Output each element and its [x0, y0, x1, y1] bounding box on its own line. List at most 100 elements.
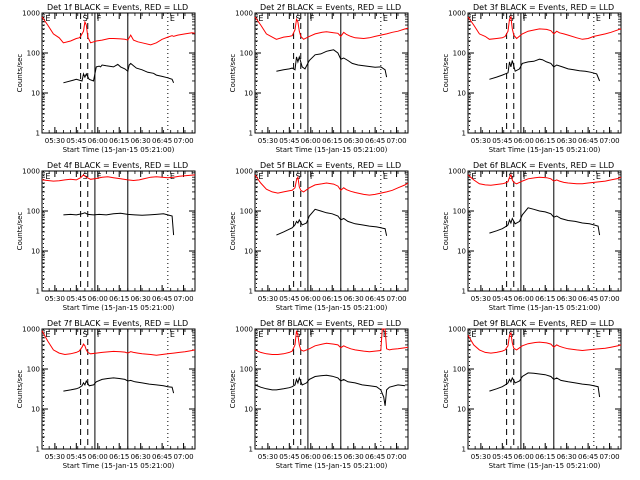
x-tick-label: 06:45 — [152, 295, 172, 303]
marker-label: E — [471, 172, 476, 181]
plot-frame — [254, 328, 409, 450]
series-line-lld — [467, 15, 622, 40]
chart-panel-9: Det 9f BLACK = Events, RED = LLD 1 10 100 10… — [442, 319, 622, 470]
x-tick-label: 06:30 — [131, 137, 151, 145]
y-tick-label: 1000 — [22, 10, 40, 18]
chart-title: Det 2f BLACK = Events, RED = LLD — [260, 3, 401, 12]
series-line-lld — [41, 174, 196, 182]
x-tick-label: 05:30 — [45, 137, 65, 145]
y-tick-label: 10 — [244, 406, 253, 414]
chart-panel-4: Det 4f BLACK = Events, RED = LLD 1 10 100 10… — [16, 161, 196, 312]
marker-label: E — [596, 330, 601, 339]
x-tick-label: 06:00 — [88, 453, 108, 461]
y-tick-label: 10 — [31, 248, 40, 256]
x-tick-label: 06:00 — [514, 137, 534, 145]
x-tick-label: 05:45 — [279, 453, 299, 461]
y-axis-label: Counts/sec — [16, 212, 24, 251]
chart-panel-6: Det 6f BLACK = Events, RED = LLD 1 10 100 10… — [442, 161, 622, 312]
series-line-lld — [467, 331, 622, 354]
y-tick-label: 100 — [240, 208, 253, 216]
plot-frame — [254, 170, 409, 292]
x-tick-label: 07:00 — [599, 453, 619, 461]
y-axis-label: Counts/sec — [442, 212, 450, 251]
x-tick-label: 05:30 — [45, 453, 65, 461]
x-axis-label: Start Time (15-Jan-15 05:21:00) — [276, 304, 388, 312]
series-line-events — [276, 49, 388, 78]
x-axis-label: Start Time (15-Jan-15 05:21:00) — [63, 146, 175, 154]
x-tick-label: 05:30 — [45, 295, 65, 303]
marker-label: F — [523, 330, 528, 339]
marker-label: S — [296, 14, 301, 23]
y-tick-label: 100 — [27, 366, 40, 374]
marker-label: E — [596, 172, 601, 181]
chart-title: Det 7f BLACK = Events, RED = LLD — [47, 319, 188, 328]
x-tick-label: 05:45 — [492, 453, 512, 461]
chart-panel-2: Det 2f BLACK = Events, RED = LLD 1 10 100 10… — [229, 3, 409, 154]
series-line-events — [489, 207, 601, 236]
series-line-lld — [254, 16, 409, 40]
y-tick-label: 10 — [244, 248, 253, 256]
x-tick-label: 06:30 — [344, 295, 364, 303]
x-tick-label: 07:00 — [599, 295, 619, 303]
y-tick-label: 1 — [462, 446, 466, 454]
x-tick-label: 05:45 — [66, 137, 86, 145]
marker-label: F — [97, 14, 102, 23]
x-tick-label: 06:30 — [557, 295, 577, 303]
y-tick-label: 100 — [453, 50, 466, 58]
y-tick-label: 10 — [244, 90, 253, 98]
plot-frame — [467, 328, 622, 450]
x-tick-label: 06:30 — [344, 137, 364, 145]
x-tick-label: 05:30 — [471, 137, 491, 145]
y-tick-label: 10 — [457, 406, 466, 414]
marker-label: E — [170, 14, 175, 23]
series-line-lld — [41, 16, 196, 46]
y-tick-label: 100 — [453, 366, 466, 374]
x-tick-label: 05:45 — [279, 137, 299, 145]
plot-frame — [41, 328, 196, 450]
x-tick-label: 06:15 — [322, 295, 342, 303]
y-axis-label: Counts/sec — [229, 370, 237, 409]
marker-label: E — [596, 14, 601, 23]
y-tick-label: 1 — [36, 446, 40, 454]
x-axis-label: Start Time (15-Jan-15 05:21:00) — [63, 304, 175, 312]
y-tick-label: 1000 — [22, 168, 40, 176]
x-tick-label: 06:00 — [88, 295, 108, 303]
y-tick-label: 1 — [462, 130, 466, 138]
x-axis-label: Start Time (15-Jan-15 05:21:00) — [63, 462, 175, 470]
x-tick-label: 06:45 — [365, 295, 385, 303]
plot-frame — [467, 12, 622, 134]
series-line-events — [276, 208, 388, 236]
x-tick-label: 05:45 — [279, 295, 299, 303]
chart-title: Det 4f BLACK = Events, RED = LLD — [47, 161, 188, 170]
x-tick-label: 07:00 — [173, 137, 193, 145]
x-tick-label: 07:00 — [599, 137, 619, 145]
marker-label: E — [383, 172, 388, 181]
x-tick-label: 06:45 — [152, 137, 172, 145]
y-tick-label: 1 — [249, 288, 253, 296]
y-tick-label: 1000 — [448, 10, 466, 18]
x-axis-label: Start Time (15-Jan-15 05:21:00) — [276, 462, 388, 470]
marker-label: E — [471, 330, 476, 339]
x-tick-label: 06:00 — [514, 295, 534, 303]
chart-title: Det 5f BLACK = Events, RED = LLD — [260, 161, 401, 170]
x-tick-label: 06:00 — [514, 453, 534, 461]
marker-label: E — [258, 14, 263, 23]
chart-title: Det 1f BLACK = Events, RED = LLD — [47, 3, 188, 12]
x-tick-label: 07:00 — [386, 295, 406, 303]
x-axis-label: Start Time (15-Jan-15 05:21:00) — [276, 146, 388, 154]
chart-panel-7: Det 7f BLACK = Events, RED = LLD 1 10 100 10… — [16, 319, 196, 470]
plot-frame — [254, 12, 409, 134]
y-tick-label: 1 — [249, 130, 253, 138]
chart-title: Det 9f BLACK = Events, RED = LLD — [473, 319, 614, 328]
x-tick-label: 05:45 — [66, 295, 86, 303]
marker-label: F — [523, 14, 528, 23]
y-tick-label: 100 — [240, 50, 253, 58]
x-axis-label: Start Time (15-Jan-15 05:21:00) — [489, 146, 601, 154]
chart-title: Det 6f BLACK = Events, RED = LLD — [473, 161, 614, 170]
x-tick-label: 06:15 — [535, 295, 555, 303]
y-tick-label: 1 — [36, 130, 40, 138]
x-tick-label: 07:00 — [173, 453, 193, 461]
plot-frame — [41, 12, 196, 134]
